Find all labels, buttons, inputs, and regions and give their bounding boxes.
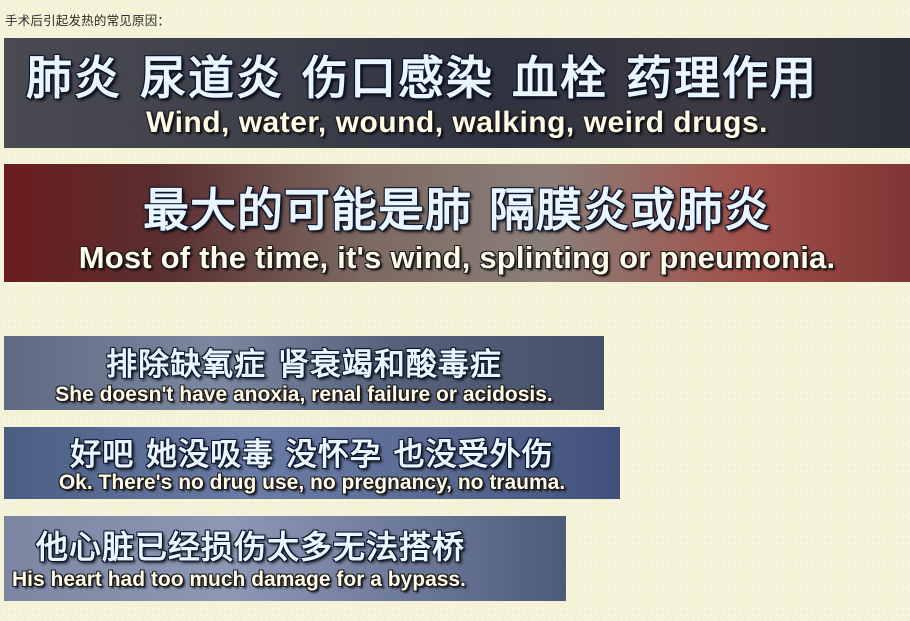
- page-heading: 手术后引起发热的常见原因：: [5, 13, 171, 28]
- subtitle-frame-2: 最大的可能是肺 隔膜炎或肺炎 Most of the time, it's wi…: [4, 164, 910, 282]
- subtitle-frame-5: 他心脏已经损伤太多无法搭桥 His heart had too much dam…: [4, 516, 566, 601]
- subtitle-frame-4: 好吧 她没吸毒 没怀孕 也没受外伤 Ok. There's no drug us…: [4, 427, 620, 499]
- english-subtitle: Ok. There's no drug use, no pregnancy, n…: [58, 471, 566, 494]
- chinese-subtitle: 肺炎 尿道炎 伤口感染 血栓 药理作用: [26, 51, 819, 105]
- english-subtitle: She doesn't have anoxia, renal failure o…: [55, 383, 553, 406]
- english-subtitle: His heart had too much damage for a bypa…: [12, 568, 466, 591]
- subtitle-frame-1: 肺炎 尿道炎 伤口感染 血栓 药理作用 Wind, water, wound, …: [4, 38, 910, 148]
- chinese-subtitle: 好吧 她没吸毒 没怀孕 也没受外伤: [70, 437, 554, 473]
- chinese-subtitle: 最大的可能是肺 隔膜炎或肺炎: [142, 183, 771, 237]
- english-subtitle: Wind, water, wound, walking, weird drugs…: [146, 106, 768, 139]
- chinese-subtitle: 他心脏已经损伤太多无法搭桥: [36, 528, 466, 566]
- english-subtitle: Most of the time, it's wind, splinting o…: [78, 240, 836, 275]
- subtitle-frame-3: 排除缺氧症 肾衰竭和酸毒症 She doesn't have anoxia, r…: [4, 336, 604, 410]
- chinese-subtitle: 排除缺氧症 肾衰竭和酸毒症: [106, 347, 502, 383]
